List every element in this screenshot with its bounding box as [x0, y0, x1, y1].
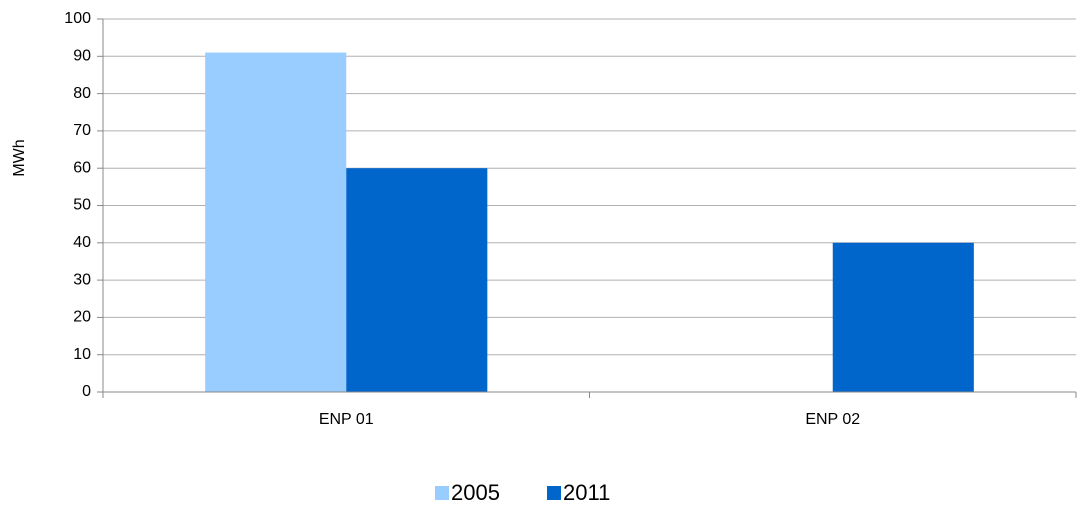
y-tick-label: 60 — [73, 159, 91, 176]
y-tick-label: 30 — [73, 271, 91, 288]
y-tick-label: 0 — [82, 383, 91, 400]
x-tick-label: ENP 01 — [319, 411, 374, 428]
legend-swatch — [547, 486, 561, 500]
legend-label: 2011 — [563, 480, 610, 505]
y-tick-label: 40 — [73, 234, 91, 251]
legend-label: 2005 — [451, 480, 500, 505]
y-tick-label: 100 — [64, 10, 91, 27]
y-tick-label: 10 — [73, 346, 91, 363]
y-tick-label: 80 — [73, 85, 91, 102]
bar — [346, 168, 488, 392]
bar — [205, 52, 347, 392]
y-axis-label: MWh — [11, 139, 28, 176]
legend-swatch — [435, 486, 449, 500]
x-tick-label: ENP 02 — [805, 411, 860, 428]
y-tick-label: 50 — [73, 197, 91, 214]
y-tick-label: 90 — [73, 48, 91, 65]
y-tick-label: 20 — [73, 309, 91, 326]
bar — [832, 242, 974, 392]
y-tick-label: 70 — [73, 122, 91, 139]
